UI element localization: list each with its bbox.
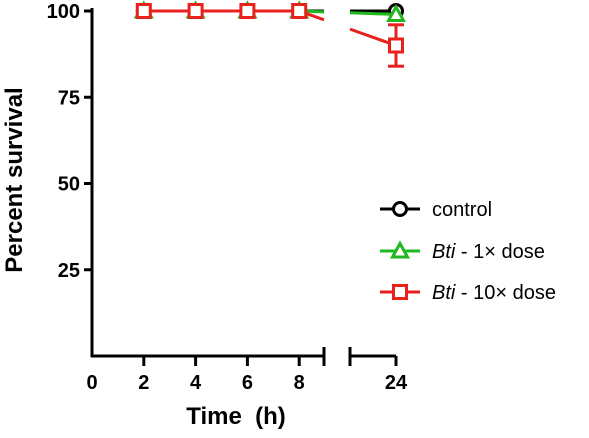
data-point-square: [291, 3, 308, 19]
legend-label: control: [432, 199, 492, 221]
x-tick-label: 2: [138, 372, 149, 394]
legend-label-italic: Bti: [432, 241, 456, 263]
y-tick-label: 100: [47, 1, 80, 23]
y-ticks: 25 50 75 100: [47, 1, 92, 282]
x-tick-label: 4: [190, 372, 202, 394]
data-point-triangle: [385, 3, 407, 22]
x-tick-label: 8: [294, 372, 305, 394]
y-tick-label: 75: [58, 87, 80, 109]
legend-marker-square: [392, 284, 408, 300]
x-tick-label: 6: [242, 372, 253, 394]
data-point-square: [135, 3, 152, 19]
axes: [90, 8, 396, 366]
y-tick-label: 50: [58, 174, 80, 196]
y-tick-label: 25: [58, 260, 80, 282]
legend-label: Bti - 1× dose: [432, 241, 545, 263]
legend-label: Bti - 10× dose: [432, 282, 556, 304]
legend-marker-triangle: [389, 240, 411, 259]
legend-marker-circle: [392, 201, 408, 217]
data-point-square: [388, 37, 404, 54]
legend-label-italic: Bti: [432, 282, 456, 304]
legend-label-rest: - 10× dose: [455, 282, 556, 304]
x-ticks: 0 2 4 6 8 24: [86, 356, 408, 394]
x-tick-label: 0: [86, 372, 97, 394]
data-point-square: [239, 3, 256, 19]
x-tick-label: 24: [385, 372, 408, 394]
y-axis-title: Percent survival: [1, 87, 28, 272]
x-axis-title: Time (h): [186, 403, 286, 430]
legend-label-rest: - 1× dose: [455, 241, 545, 263]
series-group: [133, 0, 407, 68]
series-line-right: [349, 11, 397, 16]
series-2: [135, 3, 404, 68]
data-point-square: [187, 3, 204, 19]
